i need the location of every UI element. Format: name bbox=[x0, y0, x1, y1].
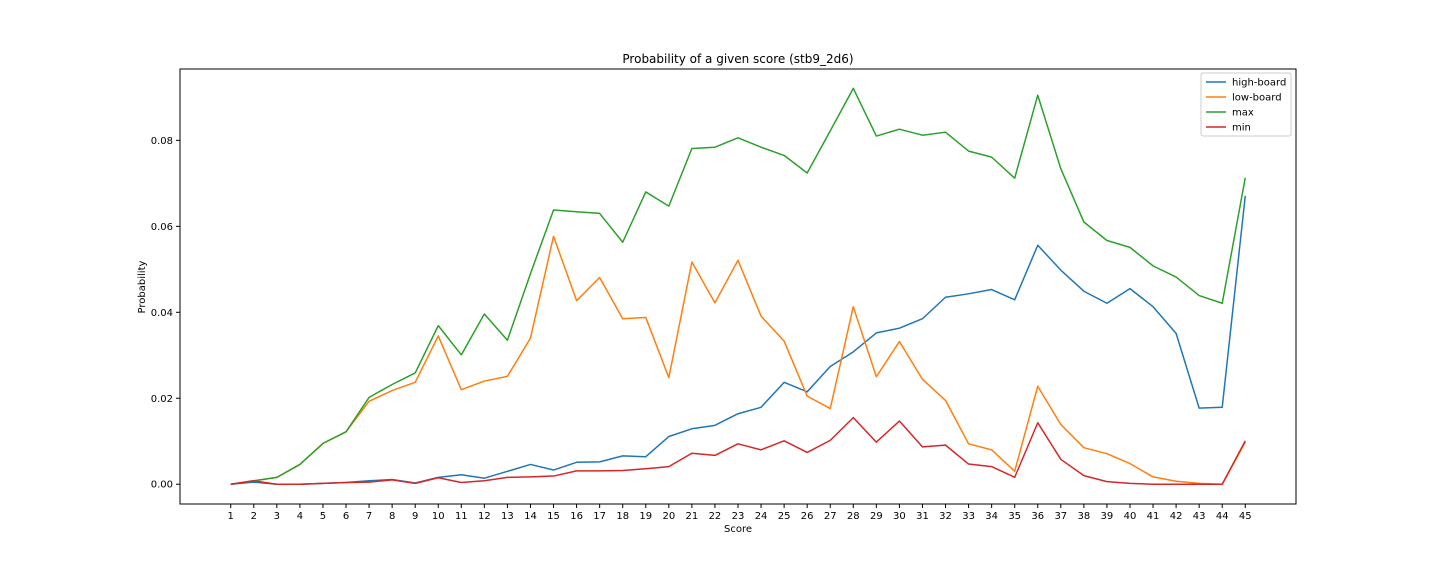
legend-label-max: max bbox=[1232, 108, 1254, 119]
x-tick-label: 1 bbox=[228, 511, 234, 522]
x-tick-label: 36 bbox=[1031, 511, 1044, 522]
x-tick-label: 45 bbox=[1239, 511, 1252, 522]
x-tick-label: 15 bbox=[547, 511, 560, 522]
legend: high-board low-board max min bbox=[1200, 72, 1292, 137]
series-line-low-board bbox=[230, 235, 1246, 485]
x-tick-label: 22 bbox=[709, 511, 722, 522]
x-tick-label: 12 bbox=[478, 511, 491, 522]
x-tick-label: 35 bbox=[1008, 511, 1021, 522]
x-tick-label: 17 bbox=[593, 511, 606, 522]
series-line-max bbox=[230, 87, 1247, 485]
x-tick-label: 21 bbox=[686, 511, 699, 522]
x-tick-label: 29 bbox=[870, 511, 883, 522]
x-tick-label: 37 bbox=[1054, 511, 1067, 522]
x-tick-label: 9 bbox=[412, 511, 418, 522]
x-tick-label: 26 bbox=[801, 511, 814, 522]
x-tick-label: 8 bbox=[389, 511, 395, 522]
x-tick-label: 2 bbox=[251, 511, 257, 522]
x-tick-label: 23 bbox=[732, 511, 745, 522]
y-tick-label: 0.04 bbox=[151, 308, 173, 319]
y-tick-label: 0.06 bbox=[151, 222, 173, 233]
x-tick-label: 33 bbox=[962, 511, 975, 522]
series-layer bbox=[230, 87, 1247, 485]
x-tick-label: 16 bbox=[570, 511, 583, 522]
x-tick-label: 27 bbox=[824, 511, 837, 522]
x-axis-title: Score bbox=[724, 524, 752, 535]
x-tick-label: 5 bbox=[320, 511, 326, 522]
x-tick-label: 38 bbox=[1078, 511, 1091, 522]
x-tick-label: 30 bbox=[893, 511, 906, 522]
x-tick-label: 32 bbox=[939, 511, 952, 522]
x-tick-label: 31 bbox=[916, 511, 929, 522]
x-tick-label: 3 bbox=[274, 511, 280, 522]
legend-label-high-board: high-board bbox=[1232, 78, 1286, 89]
legend-label-low-board: low-board bbox=[1232, 93, 1282, 104]
x-tick-label: 18 bbox=[616, 511, 629, 522]
y-axis-title: Probability bbox=[137, 260, 148, 313]
x-tick-label: 20 bbox=[662, 511, 675, 522]
x-axis: 1 2 3 4 5 6 7 8 9 10 11 12 13 14 15 16 17 18 19 20 21 22 23 24 2… bbox=[228, 504, 1252, 522]
y-tick-label: 0.02 bbox=[151, 394, 173, 405]
x-tick-label: 39 bbox=[1101, 511, 1114, 522]
x-tick-label: 14 bbox=[524, 511, 537, 522]
x-tick-label: 41 bbox=[1147, 511, 1160, 522]
x-tick-label: 44 bbox=[1216, 511, 1229, 522]
y-tick-label: 0.08 bbox=[151, 136, 173, 147]
x-tick-label: 13 bbox=[501, 511, 514, 522]
y-axis: 0.00 0.02 0.04 0.06 0.08 bbox=[151, 136, 180, 491]
x-tick-label: 7 bbox=[366, 511, 372, 522]
x-tick-label: 25 bbox=[778, 511, 791, 522]
x-tick-label: 42 bbox=[1170, 511, 1183, 522]
x-tick-label: 10 bbox=[432, 511, 445, 522]
legend-label-min: min bbox=[1232, 123, 1251, 134]
x-tick-label: 28 bbox=[847, 511, 860, 522]
series-line-min bbox=[230, 416, 1246, 485]
x-tick-label: 24 bbox=[755, 511, 768, 522]
x-tick-label: 19 bbox=[639, 511, 652, 522]
y-tick-label: 0.00 bbox=[151, 480, 173, 491]
chart-title: Probability of a given score (stb9_2d6) bbox=[622, 52, 853, 66]
x-tick-label: 4 bbox=[297, 511, 303, 522]
x-tick-label: 40 bbox=[1124, 511, 1137, 522]
x-tick-label: 43 bbox=[1193, 511, 1206, 522]
legend-box bbox=[1200, 72, 1292, 137]
x-tick-label: 11 bbox=[455, 511, 468, 522]
x-tick-label: 6 bbox=[343, 511, 349, 522]
x-tick-label: 34 bbox=[985, 511, 998, 522]
